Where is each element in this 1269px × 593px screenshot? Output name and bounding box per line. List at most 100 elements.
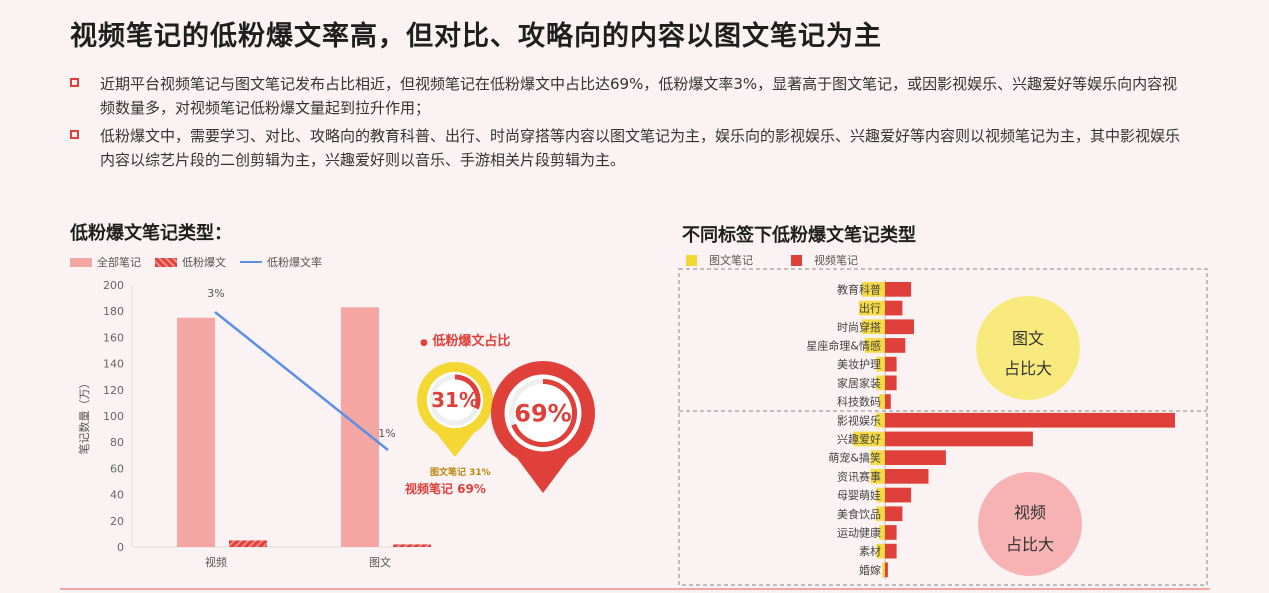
legend-swatch	[240, 261, 262, 263]
bullet-marker	[70, 130, 79, 139]
y-tick-label: 200	[103, 279, 124, 292]
y-tick-label: 60	[110, 462, 124, 475]
category-label: 星座命理&情感	[806, 338, 881, 352]
bar-video-notes	[885, 506, 903, 522]
bar-image-notes	[858, 300, 885, 316]
legend-swatch	[70, 257, 92, 267]
category-label: 美食饮品	[837, 507, 881, 521]
bar-image-notes	[879, 394, 885, 409]
y-tick-label: 120	[103, 384, 124, 397]
bar-video-notes	[885, 319, 914, 335]
legend-label: 低粉爆文率	[267, 256, 322, 269]
category-label: 影视娱乐	[837, 413, 881, 427]
left-chart-legend: 全部笔记 低粉爆文 低粉爆文率	[70, 254, 336, 270]
bar-image-notes	[876, 356, 885, 372]
bar-video-notes	[885, 431, 1033, 447]
bar-video-notes	[885, 282, 912, 297]
pie-callout-title-text: 低粉爆文占比	[432, 334, 511, 349]
category-label: 母婴萌娃	[837, 488, 881, 502]
bar-image-notes	[879, 525, 885, 540]
category-label: 资讯赛事	[837, 469, 881, 483]
bullet-2: 低粉爆文中，需要学习、对比、攻略向的教育科普、出行、时尚穿搭等内容以图文笔记为主…	[70, 124, 1180, 172]
bar-video-notes	[885, 469, 929, 484]
bar-video-notes	[885, 543, 897, 559]
bar-image-notes	[876, 412, 885, 428]
legend-swatch	[686, 254, 697, 266]
pie-caption-image: 图文笔记 31%	[430, 468, 491, 478]
y-tick-label: 0	[117, 541, 124, 554]
bar-hot-notes	[393, 544, 431, 547]
bar-video-notes	[885, 338, 906, 353]
left-bar-chart: 0 20 40 60 80 100 120 140 160 180 200 笔记数量（万） 视频 图文 3%…	[77, 279, 431, 569]
legend-item-video: 视频笔记	[791, 252, 858, 268]
circle-label: 占比大	[1004, 359, 1052, 378]
legend-item-rate: 低粉爆文率	[240, 254, 322, 270]
bar-image-notes	[861, 319, 885, 335]
category-label: 素材	[859, 544, 881, 558]
right-chart-title: 不同标签下低粉爆文笔记类型	[682, 225, 916, 246]
bar-image-notes	[876, 543, 885, 559]
pie-callout-title: ● 低粉爆文占比	[420, 330, 510, 349]
circle-label: 视频	[1014, 503, 1046, 522]
rate-label: 3%	[207, 287, 224, 300]
pie-pin-graphics: 31% 69%	[417, 361, 595, 493]
circle-video-majority	[978, 472, 1082, 576]
y-tick-label: 80	[110, 436, 124, 449]
category-label: 婚嫁	[859, 563, 881, 577]
bar-image-notes	[876, 487, 885, 503]
bar-video-notes	[885, 375, 897, 391]
pie-slice-label: 69%	[514, 400, 571, 428]
bullet-1: 近期平台视频笔记与图文笔记发布占比相近，但视频笔记在低粉爆文中占比达69%，低粉…	[70, 72, 1180, 120]
category-label: 教育科普	[837, 282, 881, 296]
y-tick-label: 140	[103, 358, 124, 371]
right-chart-legend: 图文笔记 视频笔记	[686, 252, 872, 268]
y-tick-label: 180	[103, 305, 124, 318]
legend-label: 全部笔记	[97, 256, 141, 269]
pin-tail	[434, 430, 476, 457]
pin-image-notes: 31%	[417, 362, 493, 457]
category-label: 萌宠&搞笑	[828, 451, 881, 465]
y-tick-label: 20	[110, 515, 124, 528]
bar-image-notes	[861, 282, 885, 297]
legend-item-all: 全部笔记	[70, 254, 141, 270]
x-tick-label: 图文	[369, 555, 391, 569]
bar-video-notes	[885, 562, 888, 578]
pie-slice	[454, 374, 481, 410]
category-label: 兴趣爱好	[837, 432, 881, 446]
pin-inner	[504, 374, 582, 452]
page-title: 视频笔记的低粉爆文率高，但对比、攻略向的内容以图文笔记为主	[70, 21, 882, 52]
rate-label: 1%	[378, 427, 395, 440]
bar-image-notes	[864, 338, 885, 353]
legend-item-image: 图文笔记	[686, 252, 753, 268]
circle-image-majority	[976, 296, 1080, 400]
x-tick-label: 视频	[205, 555, 227, 569]
y-tick-label: 100	[103, 410, 124, 423]
legend-label: 图文笔记	[709, 254, 753, 267]
pin-video-notes: 69%	[491, 361, 595, 493]
category-label: 出行	[859, 301, 881, 315]
bar-image-notes	[870, 450, 885, 465]
y-tick-label: 40	[110, 489, 124, 502]
category-label: 美妆护理	[837, 357, 881, 371]
pin-tail	[514, 454, 572, 493]
pie-caption-video: 视频笔记 69%	[405, 482, 486, 496]
pie-bullet-dot: ●	[420, 338, 428, 348]
bar-video-notes	[885, 487, 912, 503]
bullet-marker	[70, 78, 79, 87]
legend-item-hot: 低粉爆文	[155, 254, 226, 270]
bar-video-notes	[885, 450, 946, 465]
category-label: 家居家装	[837, 376, 881, 390]
bullet-2-text: 低粉爆文中，需要学习、对比、攻略向的教育科普、出行、时尚穿搭等内容以图文笔记为主…	[100, 127, 1181, 169]
bullet-1-text: 近期平台视频笔记与图文笔记发布占比相近，但视频笔记在低粉爆文中占比达69%，低粉…	[100, 75, 1178, 117]
dashed-frame	[678, 268, 1208, 586]
bar-image-notes	[876, 375, 885, 391]
pie-slice-label: 31%	[431, 388, 479, 412]
bar-all-notes	[177, 317, 215, 547]
legend-label: 视频笔记	[814, 254, 858, 267]
right-hbar-chart: 教育科普出行时尚穿搭星座命理&情感美妆护理家居家装科技数码影视娱乐兴趣爱好萌宠&…	[678, 268, 1208, 586]
bar-image-notes	[853, 431, 885, 447]
category-label: 时尚穿搭	[837, 320, 881, 334]
bar-video-notes	[885, 525, 897, 540]
bottom-divider	[60, 588, 1210, 590]
rate-line	[214, 311, 389, 451]
